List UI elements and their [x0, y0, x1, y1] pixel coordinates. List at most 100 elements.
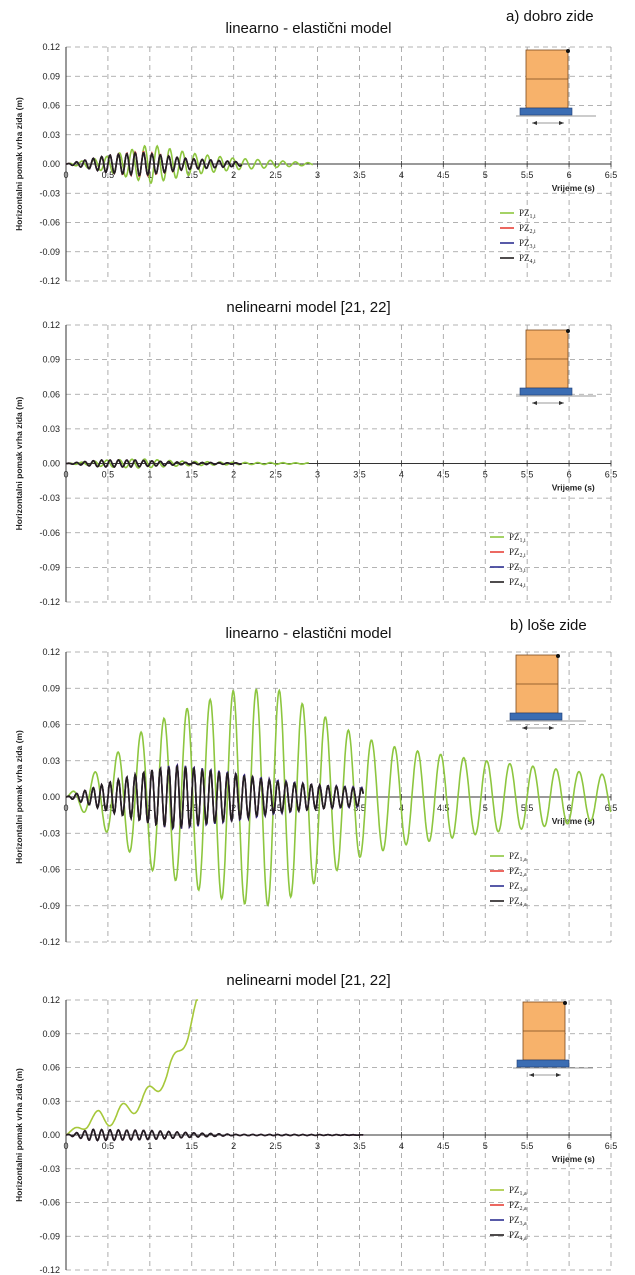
- x-tick-label: 4.5: [437, 170, 450, 180]
- x-tick-label: 3: [315, 170, 320, 180]
- x-tick-label: 3.5: [353, 170, 366, 180]
- x-tick-label: 0.5: [102, 470, 115, 480]
- x-tick-label: 2.5: [269, 1141, 282, 1151]
- y-tick-label: 0.03: [42, 756, 60, 766]
- wall-diagram: [506, 654, 586, 730]
- x-tick-label: 5: [483, 803, 488, 813]
- y-tick-label: 0.00: [42, 159, 60, 169]
- y-tick-label: 0.00: [42, 459, 60, 469]
- series-line: [65, 1128, 364, 1142]
- y-axis-label: Horizontalni pomak vrha zida (m): [14, 397, 24, 531]
- x-tick-label: 1.5: [186, 170, 199, 180]
- series-line: [66, 144, 314, 184]
- x-tick-label: 3: [315, 470, 320, 480]
- chart-panel: linearno - elastični model 0.12 0.09 0.06 0.…: [14, 20, 617, 286]
- x-tick-label: 5: [483, 470, 488, 480]
- legend-subscript: 3,a: [520, 1221, 528, 1227]
- chart-title: linearno - elastični model: [226, 20, 392, 37]
- y-tick-label: 0.03: [42, 424, 60, 434]
- x-tick-label: 4.5: [437, 803, 450, 813]
- legend-subscript: 4,i: [530, 259, 537, 265]
- chart-title: nelinearni model [21, 22]: [226, 299, 390, 316]
- y-tick-label: 0.09: [42, 683, 60, 693]
- y-tick-label: 0.06: [42, 101, 60, 111]
- chart-panel: nelinearni model [21, 22] 0.12 0.09 0.06 0.0…: [14, 972, 617, 1275]
- x-tick-label: 6: [567, 170, 572, 180]
- x-tick-label: 6.5: [605, 470, 618, 480]
- x-tick-label: 4.5: [437, 1141, 450, 1151]
- y-axis-label: Horizontalni pomak vrha zida (m): [14, 1068, 24, 1202]
- legend-label: PZ4,a: [509, 1230, 527, 1242]
- wall-top-marker: [566, 329, 570, 333]
- wall-top-marker: [563, 1001, 567, 1005]
- legend-subscript: 1,a: [520, 1191, 528, 1197]
- wall-foundation: [519, 387, 573, 396]
- series-line: [65, 688, 612, 908]
- x-tick-label: 5.5: [521, 1141, 534, 1151]
- x-tick-label: 0.5: [102, 803, 115, 813]
- legend-label: PZ3,a: [509, 881, 527, 893]
- y-axis-label: Horizontalni pomak vrha zida (m): [14, 97, 24, 231]
- chart-panel: nelinearni model [21, 22] 0.12 0.09 0.06 0.0…: [14, 299, 617, 607]
- y-tick-label: -0.06: [39, 865, 60, 875]
- legend-subscript: 4,a: [520, 902, 528, 908]
- legend-subscript: 3,i: [520, 568, 527, 574]
- series-line: [65, 764, 364, 830]
- chart-panel: linearno - elastični model 0.12 0.09 0.06 0.…: [14, 625, 617, 947]
- legend-label: PZ2,i: [509, 547, 526, 559]
- section-label-a: a) dobro zide: [506, 8, 594, 25]
- y-tick-label: 0.12: [42, 995, 60, 1005]
- wall-top-marker: [556, 654, 560, 658]
- x-tick-label: 2: [231, 470, 236, 480]
- series-line: [65, 151, 243, 177]
- legend-label: PZ4,a: [509, 896, 527, 908]
- x-tick-label: 3: [315, 803, 320, 813]
- y-tick-label: -0.03: [39, 1164, 60, 1174]
- x-tick-label: 3: [315, 1141, 320, 1151]
- x-tick-label: 3.5: [353, 1141, 366, 1151]
- x-tick-label: 4.5: [437, 470, 450, 480]
- y-tick-label: -0.09: [39, 1231, 60, 1241]
- wall-top-marker: [566, 49, 570, 53]
- y-axis-label: Horizontalni pomak vrha zida (m): [14, 730, 24, 864]
- legend-subscript: 4,a: [520, 1236, 528, 1242]
- y-tick-label: -0.06: [39, 218, 60, 228]
- y-tick-label: 0.03: [42, 130, 60, 140]
- legend-label: PZ2,a: [509, 866, 527, 878]
- legend-subscript: 1,i: [520, 538, 527, 544]
- legend-label: PZ1,a: [509, 851, 527, 863]
- y-tick-label: -0.12: [39, 937, 60, 947]
- x-tick-label: 5: [483, 170, 488, 180]
- x-tick-label: 2: [231, 170, 236, 180]
- legend-subscript: 2,a: [520, 1206, 528, 1212]
- y-tick-label: -0.12: [39, 1265, 60, 1275]
- y-tick-label: 0.00: [42, 1130, 60, 1140]
- legend-subscript: 4,i: [520, 583, 527, 589]
- legend-subscript: 1,a: [520, 857, 528, 863]
- legend-subscript: 2,i: [520, 553, 527, 559]
- y-tick-label: 0.06: [42, 720, 60, 730]
- legend-subscript: 3,i: [530, 244, 537, 250]
- legend-label: PZ1,i: [509, 532, 526, 544]
- x-tick-label: 5.5: [521, 803, 534, 813]
- y-tick-label: -0.06: [39, 1198, 60, 1208]
- y-tick-label: -0.12: [39, 276, 60, 286]
- x-tick-label: 3.5: [353, 470, 366, 480]
- x-tick-label: 2.5: [269, 470, 282, 480]
- y-tick-label: -0.09: [39, 562, 60, 572]
- wall-diagram: [516, 329, 596, 405]
- x-axis-label: Vrijeme (s): [552, 816, 595, 826]
- x-tick-label: 3.5: [353, 803, 366, 813]
- x-tick-label: 2.5: [269, 170, 282, 180]
- legend-label: PZ3,i: [509, 562, 526, 574]
- chart-title: linearno - elastični model: [226, 625, 392, 642]
- legend-subscript: 2,i: [530, 229, 537, 235]
- x-axis-label: Vrijeme (s): [552, 483, 595, 493]
- series-line: [66, 458, 243, 468]
- x-tick-label: 1: [147, 470, 152, 480]
- legend-subscript: 1,i: [530, 214, 537, 220]
- y-tick-label: 0.09: [42, 355, 60, 365]
- x-tick-label: 2: [231, 1141, 236, 1151]
- x-tick-label: 2.5: [269, 803, 282, 813]
